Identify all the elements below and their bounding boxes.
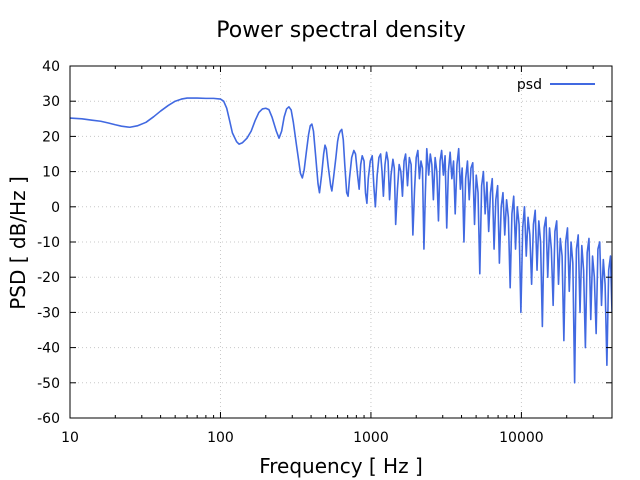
y-tick-label: 40 <box>42 59 60 75</box>
legend: psd <box>517 77 595 93</box>
y-axis-title: PSD [ dB/Hz ] <box>6 176 30 310</box>
y-tick-label: -40 <box>37 341 60 357</box>
y-tick-label: 0 <box>51 200 60 216</box>
plot-area <box>70 97 612 384</box>
y-tick-label: -60 <box>37 411 60 427</box>
y-tick-label: 10 <box>42 165 60 181</box>
y-axis: -60 -50 -40 -30 -20 -10 0 10 20 30 40 <box>37 59 612 427</box>
y-tick-label: -30 <box>37 305 60 321</box>
x-tick-label: 10 <box>61 430 79 446</box>
series-line-psd <box>70 97 612 384</box>
x-tick-label: 100 <box>207 430 234 446</box>
chart-title: Power spectral density <box>216 18 466 43</box>
x-tick-label: 1000 <box>353 430 389 446</box>
y-tick-label: -20 <box>37 270 60 286</box>
x-axis: 10 100 1000 10000 <box>61 66 613 446</box>
grid <box>70 66 612 418</box>
x-axis-title: Frequency [ Hz ] <box>259 454 423 478</box>
legend-label-psd: psd <box>517 77 542 93</box>
x-tick-label: 10000 <box>499 430 544 446</box>
y-tick-label: 20 <box>42 129 60 145</box>
y-tick-label: -50 <box>37 376 60 392</box>
y-tick-label: 30 <box>42 94 60 110</box>
y-tick-label: -10 <box>37 235 60 251</box>
